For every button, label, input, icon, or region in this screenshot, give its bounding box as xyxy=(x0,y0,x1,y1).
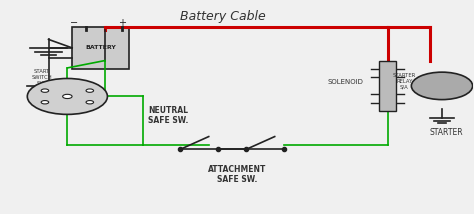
Circle shape xyxy=(86,101,93,104)
Text: NEUTRAL
SAFE SW.: NEUTRAL SAFE SW. xyxy=(148,106,189,125)
Circle shape xyxy=(41,101,49,104)
Circle shape xyxy=(41,89,49,92)
Text: +: + xyxy=(118,18,126,28)
Text: STARTER
RELAY
S/A: STARTER RELAY S/A xyxy=(392,73,416,90)
Circle shape xyxy=(63,94,72,99)
Circle shape xyxy=(86,89,93,92)
Text: Battery Cable: Battery Cable xyxy=(180,10,266,23)
Circle shape xyxy=(411,72,473,100)
FancyBboxPatch shape xyxy=(72,27,128,69)
Text: −: − xyxy=(70,18,79,28)
Text: BATTERY: BATTERY xyxy=(85,45,116,50)
Text: SOLENOID: SOLENOID xyxy=(328,79,363,85)
Text: ATTACHMENT
SAFE SW.: ATTACHMENT SAFE SW. xyxy=(208,165,266,184)
Text: STARTER: STARTER xyxy=(430,128,464,137)
Text: START
SWITCH
S/A: START SWITCH S/A xyxy=(31,69,52,86)
FancyBboxPatch shape xyxy=(379,61,396,111)
Circle shape xyxy=(27,79,108,114)
